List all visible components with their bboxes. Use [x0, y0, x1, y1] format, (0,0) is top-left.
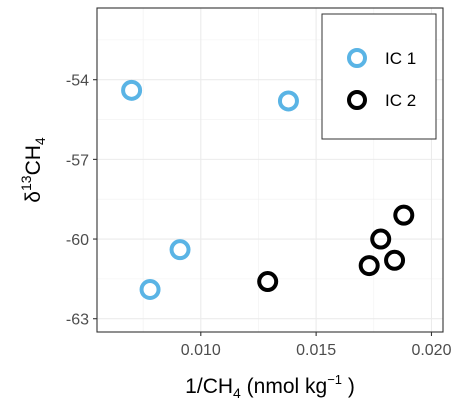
legend: IC 1 IC 2 — [321, 13, 437, 140]
data-point-ic-2 — [358, 255, 380, 277]
x-axis-title-slash: / — [197, 375, 203, 398]
x-axis-title-units: (nmol kg — [241, 375, 327, 398]
x-axis-title-ch: CH — [203, 375, 233, 398]
x-axis-title-numerator: 1 — [185, 375, 197, 398]
legend-label-ic2: IC 2 — [385, 91, 416, 110]
data-point-ic-1 — [139, 279, 161, 301]
x-axis: 0.010 0.015 0.020 — [181, 332, 452, 359]
x-axis-title-ch-subscript: 4 — [233, 385, 241, 401]
data-point-ic-2 — [393, 204, 415, 226]
data-points — [121, 79, 415, 301]
y-tick-label: -63 — [66, 312, 89, 329]
data-point-ic-2 — [257, 271, 279, 293]
y-axis-title: δ13CH4 — [18, 137, 48, 203]
y-tick-label: -60 — [66, 232, 89, 249]
y-tick-label: -54 — [66, 73, 89, 90]
x-axis-title: 1/CH4 (nmol kg−1 ) — [185, 372, 355, 401]
legend-label-ic1: IC 1 — [385, 49, 416, 68]
legend-marker-ic1 — [347, 48, 367, 68]
x-axis-title-units-superscript: −1 — [327, 372, 342, 387]
x-tick-label: 0.010 — [181, 342, 221, 359]
data-point-ic-2 — [370, 228, 392, 250]
y-axis-title-subscript: 4 — [32, 137, 48, 145]
x-tick-label: 0.020 — [411, 342, 451, 359]
data-point-ic-1 — [169, 239, 191, 261]
y-axis: -54 -57 -60 -63 — [66, 73, 97, 329]
data-point-ic-2 — [384, 249, 406, 271]
x-tick-label: 0.015 — [296, 342, 336, 359]
y-axis-title-delta: δ — [22, 191, 45, 203]
y-tick-label: -57 — [66, 152, 89, 169]
y-axis-title-ch: CH — [22, 145, 45, 175]
legend-box — [321, 13, 437, 140]
plot-border — [96, 7, 444, 333]
data-point-ic-1 — [121, 79, 143, 101]
legend-marker-ic2 — [347, 90, 367, 110]
x-axis-title-units-close: ) — [342, 375, 355, 398]
y-axis-title-superscript: 13 — [18, 175, 34, 191]
data-point-ic-1 — [277, 90, 299, 112]
